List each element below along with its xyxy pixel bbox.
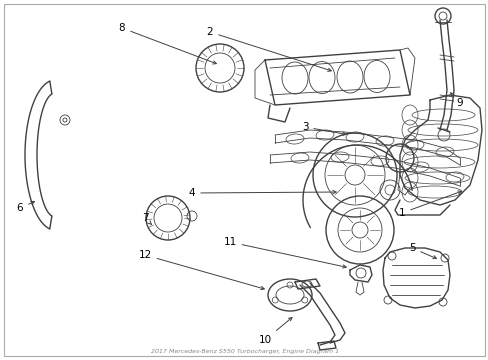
- Text: 1: 1: [398, 191, 460, 218]
- Text: 4: 4: [188, 188, 335, 198]
- Text: 9: 9: [450, 93, 462, 108]
- Text: 8: 8: [119, 23, 216, 64]
- Text: 12: 12: [138, 250, 264, 290]
- Text: 3: 3: [301, 122, 346, 135]
- Text: 11: 11: [223, 237, 346, 268]
- Text: 7: 7: [142, 213, 151, 224]
- Text: 2017 Mercedes-Benz S550 Turbocharger, Engine Diagram 1: 2017 Mercedes-Benz S550 Turbocharger, En…: [151, 349, 338, 354]
- Text: 6: 6: [17, 201, 34, 213]
- Text: 5: 5: [408, 243, 436, 259]
- Text: 2: 2: [206, 27, 331, 71]
- Text: 10: 10: [258, 318, 291, 345]
